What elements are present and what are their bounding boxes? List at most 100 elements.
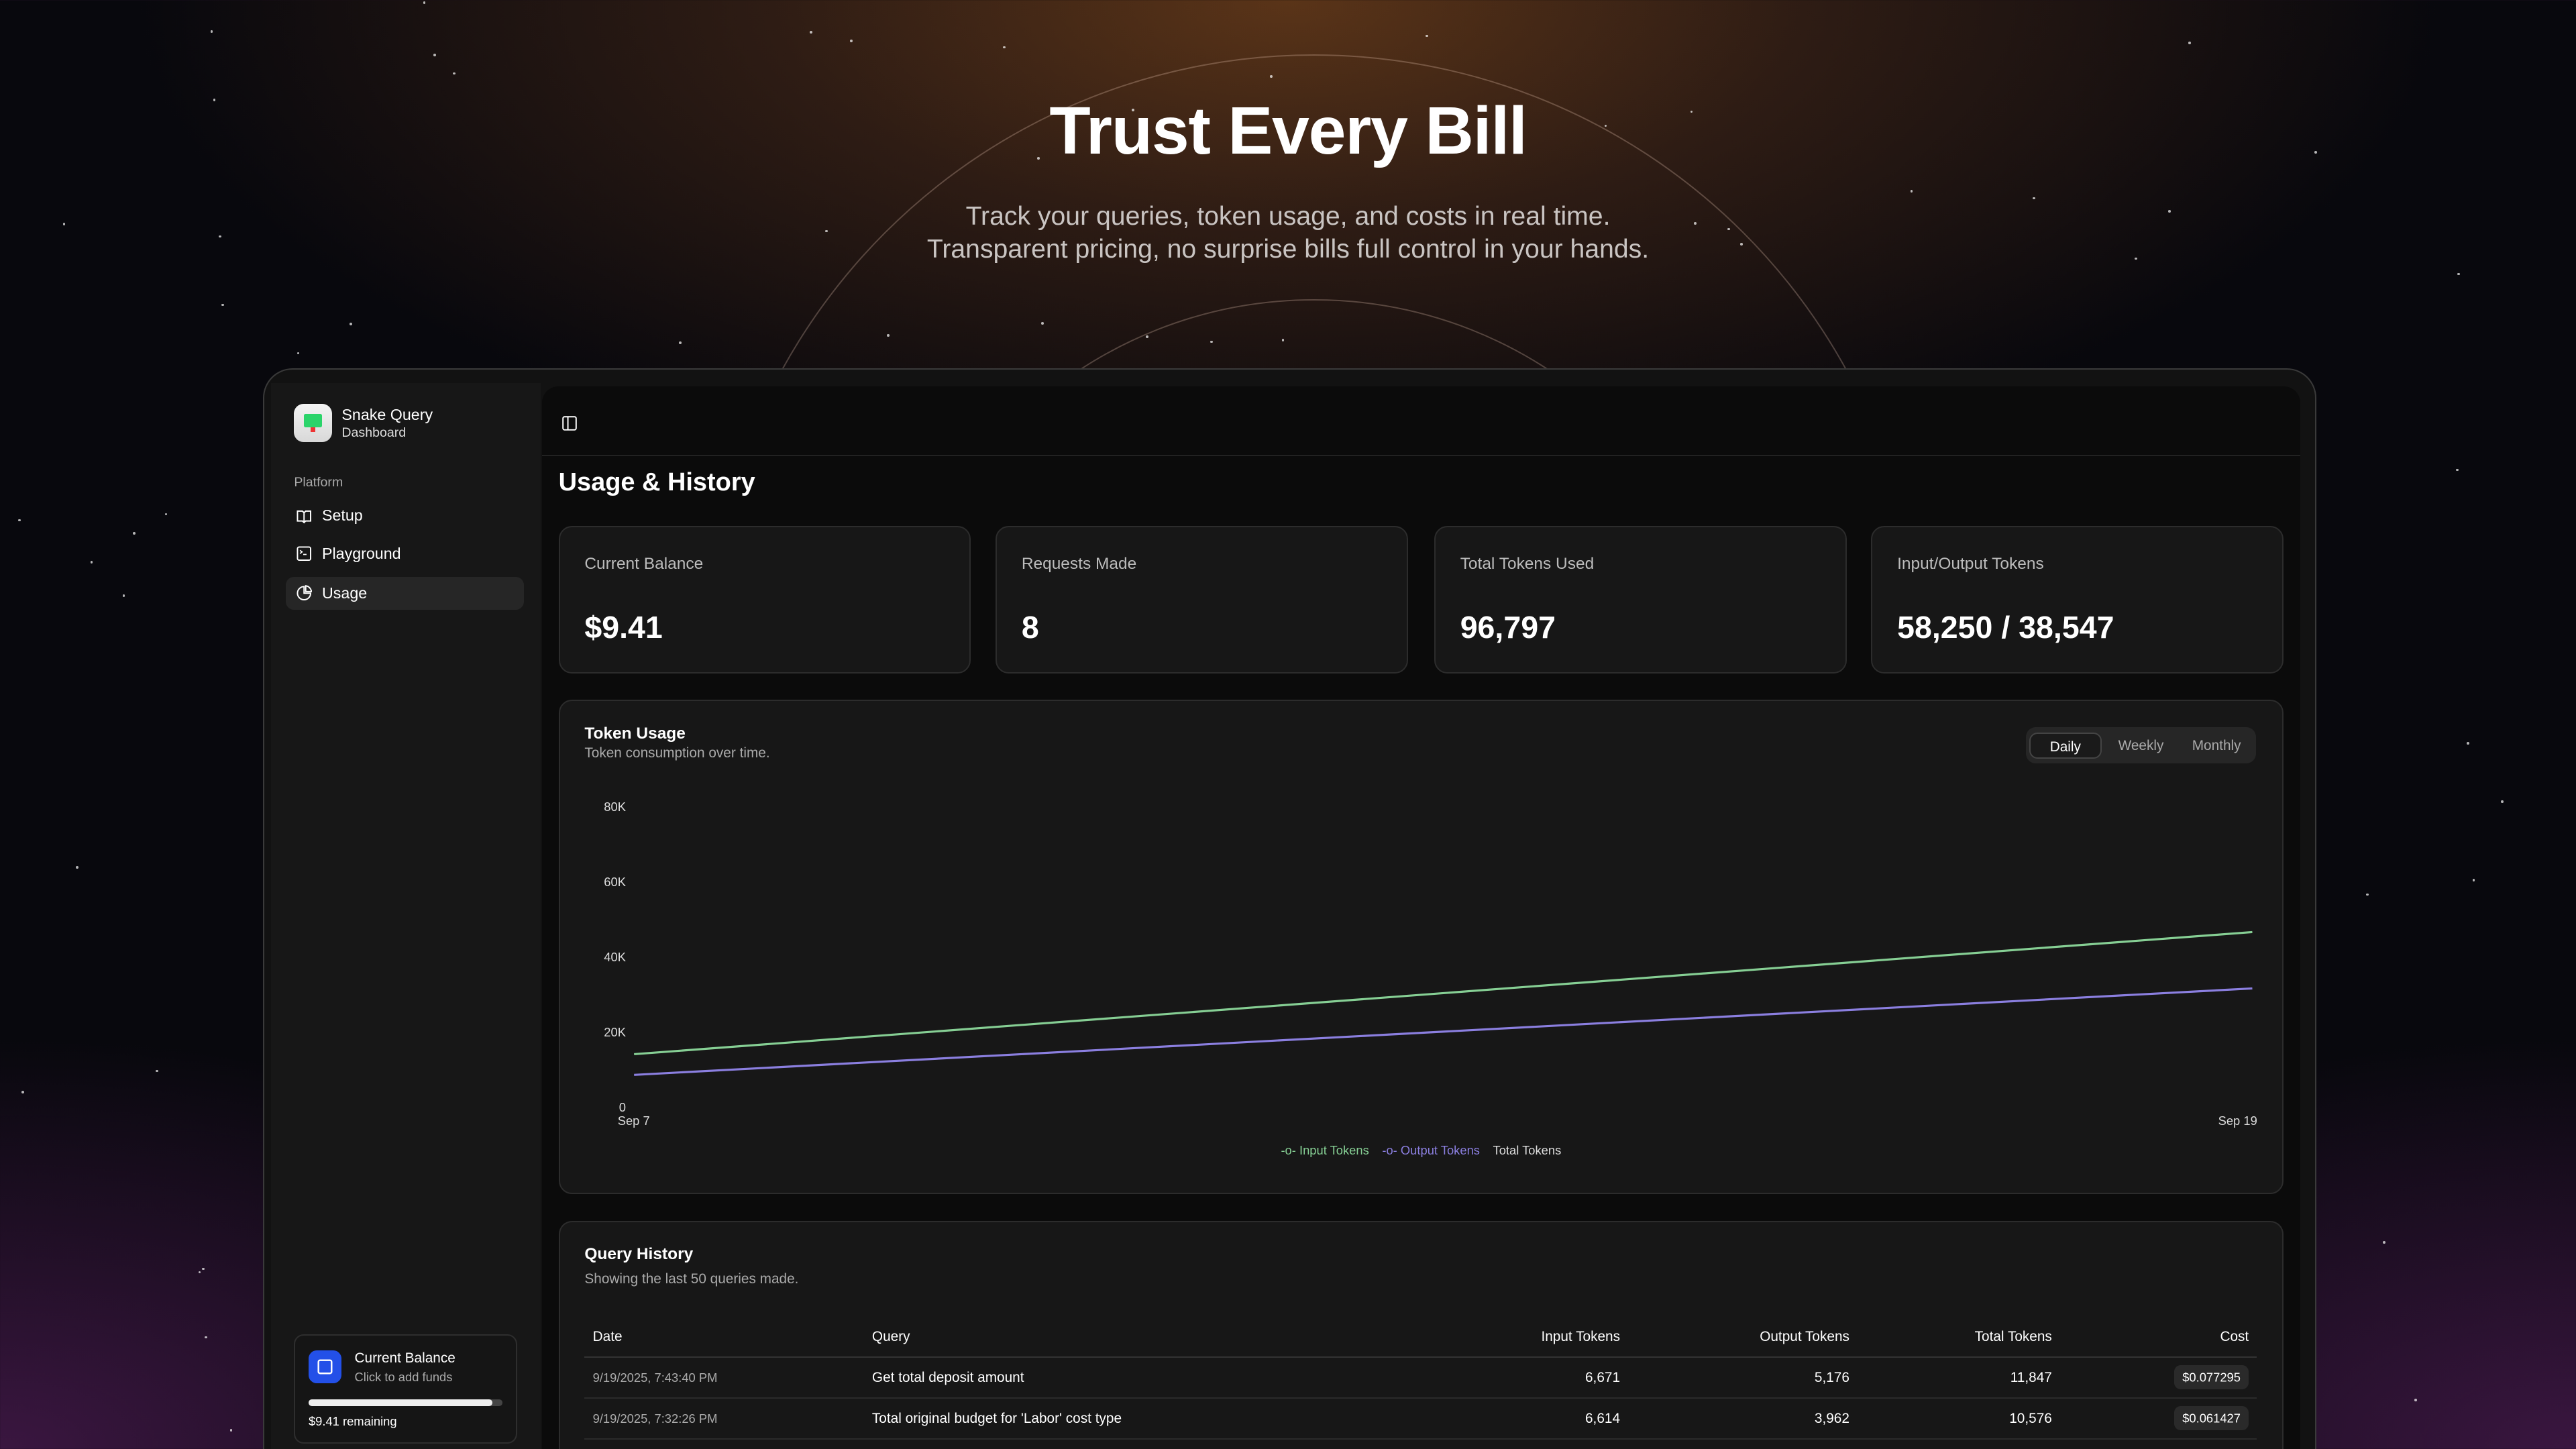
- wallet-icon: [308, 1350, 341, 1383]
- star: [2135, 257, 2137, 260]
- table-cell: 9/19/2025, 7:32:26 PM: [584, 1398, 864, 1440]
- x-tick-label: Sep 19: [2218, 1114, 2257, 1128]
- table-cell: 3,962: [1628, 1398, 1858, 1440]
- star: [453, 72, 455, 75]
- star: [2472, 878, 2475, 881]
- star: [825, 229, 828, 233]
- x-tick-label: Sep 7: [617, 1114, 649, 1128]
- column-header[interactable]: Total Tokens: [1858, 1317, 2061, 1358]
- column-header[interactable]: Output Tokens: [1628, 1317, 1858, 1358]
- star: [1690, 110, 1693, 113]
- legend-item[interactable]: Total Tokens: [1493, 1143, 1562, 1157]
- query-history-card: Query History Showing the last 50 querie…: [558, 1220, 2284, 1449]
- table-cell: 6,614: [1422, 1398, 1629, 1440]
- column-header[interactable]: Query: [863, 1317, 1423, 1358]
- star: [2167, 210, 2171, 213]
- legend-label: Total Tokens: [1493, 1143, 1562, 1158]
- star: [90, 561, 93, 564]
- legend-marker-icon: -o-: [1281, 1143, 1296, 1158]
- chart-title: Token Usage: [584, 724, 686, 743]
- cost-badge: $0.077295: [2174, 1365, 2249, 1390]
- top-bar: [542, 386, 2300, 457]
- star: [809, 31, 812, 34]
- line-chart: 0 20K 40K 60K 80K Sep 7 Sep 19: [604, 800, 2257, 1128]
- legend-item[interactable]: -o- Input Tokens: [1281, 1143, 1368, 1157]
- star: [2314, 151, 2317, 154]
- hero-subtitle: Track your queries, token usage, and cos…: [0, 201, 2576, 266]
- y-tick-label: 0: [619, 1100, 625, 1114]
- star: [221, 303, 224, 307]
- sidebar-item-usage[interactable]: Usage: [286, 576, 525, 610]
- y-tick-label: 80K: [604, 800, 626, 814]
- column-header[interactable]: Cost: [2060, 1317, 2257, 1358]
- star: [62, 223, 66, 225]
- stat-label: Total Tokens Used: [1460, 555, 1595, 574]
- star: [2455, 468, 2459, 472]
- star: [213, 99, 216, 101]
- period-tabs: Daily Weekly Monthly: [2026, 727, 2256, 764]
- app-name: Snake Query: [341, 405, 433, 423]
- legend-item[interactable]: -o- Output Tokens: [1382, 1143, 1480, 1157]
- chart-subtitle: Token consumption over time.: [584, 745, 770, 761]
- balance-progress: [308, 1399, 502, 1406]
- star: [205, 1336, 207, 1339]
- star: [2383, 1241, 2385, 1244]
- star: [423, 1, 426, 4]
- table-cell: Total original budget for 'Labor' cost t…: [863, 1398, 1423, 1440]
- series-line-input-tokens: [633, 931, 2253, 1056]
- stat-card: Current Balance $9.41: [558, 525, 971, 674]
- star: [21, 1091, 25, 1093]
- balance-remaining: $9.41 remaining: [308, 1414, 397, 1429]
- legend-marker-icon: -o-: [1382, 1143, 1397, 1158]
- sidebar-item-setup[interactable]: Setup: [286, 499, 524, 532]
- sidebar: Snake Query Dashboard Platform Setup Pla…: [271, 382, 541, 1449]
- column-header[interactable]: Date: [584, 1317, 864, 1358]
- star: [218, 235, 221, 238]
- table-cell: 9/19/2025, 7:43:40 PM: [584, 1357, 864, 1399]
- star: [122, 594, 125, 598]
- hero-title: Trust Every Bill: [1049, 93, 1527, 169]
- table-row[interactable]: 9/19/2025, 7:32:26 PM Total original budg…: [584, 1398, 2257, 1440]
- table-cell: 10,576: [1858, 1398, 2061, 1440]
- star: [164, 513, 168, 516]
- star: [2414, 1399, 2418, 1402]
- y-tick-label: 20K: [604, 1025, 626, 1039]
- star: [156, 1069, 158, 1073]
- sidebar-toggle-icon[interactable]: [561, 415, 577, 431]
- tab-weekly[interactable]: Weekly: [2118, 737, 2164, 753]
- history-title: Query History: [584, 1244, 694, 1263]
- main-content: Usage & History Current Balance $9.41 Requ…: [542, 386, 2300, 1449]
- star: [2032, 197, 2035, 200]
- column-header[interactable]: Input Tokens: [1422, 1317, 1629, 1358]
- balance-title: Current Balance: [354, 1350, 455, 1366]
- balance-card[interactable]: Current Balance Click to add funds $9.41…: [294, 1334, 517, 1444]
- star: [133, 532, 136, 535]
- subtitle-line: Transparent pricing, no surprise bills f…: [926, 234, 1650, 264]
- tab-daily[interactable]: Daily: [2029, 732, 2102, 759]
- terminal-icon: [297, 546, 311, 561]
- star: [198, 1271, 201, 1274]
- app-subtitle: Dashboard: [341, 425, 407, 441]
- snake-logo-icon[interactable]: [294, 404, 332, 442]
- pie-chart-icon: [297, 584, 313, 600]
- token-usage-card: Token Usage Token consumption over time.…: [558, 700, 2284, 1195]
- table-cell: 5,176: [1628, 1357, 1858, 1399]
- star: [17, 519, 21, 522]
- history-subtitle: Showing the last 50 queries made.: [584, 1271, 799, 1287]
- star: [850, 40, 853, 42]
- stat-label: Requests Made: [1021, 555, 1137, 574]
- stat-value: $9.41: [584, 610, 663, 645]
- table-row[interactable]: 9/19/2025, 7:43:40 PM Get total deposit a…: [584, 1357, 2257, 1399]
- star: [1604, 124, 1607, 127]
- cost-badge: $0.061427: [2174, 1406, 2249, 1430]
- table-cell: 6,671: [1422, 1357, 1629, 1399]
- sidebar-item-playground[interactable]: Playground: [286, 537, 524, 570]
- star: [2467, 742, 2470, 745]
- table-cell: $0.061427: [2060, 1398, 2257, 1440]
- tab-monthly[interactable]: Monthly: [2192, 737, 2241, 753]
- star: [2457, 272, 2460, 276]
- page-title: Usage & History: [558, 468, 755, 496]
- star: [350, 323, 352, 326]
- stat-label: Current Balance: [584, 555, 704, 574]
